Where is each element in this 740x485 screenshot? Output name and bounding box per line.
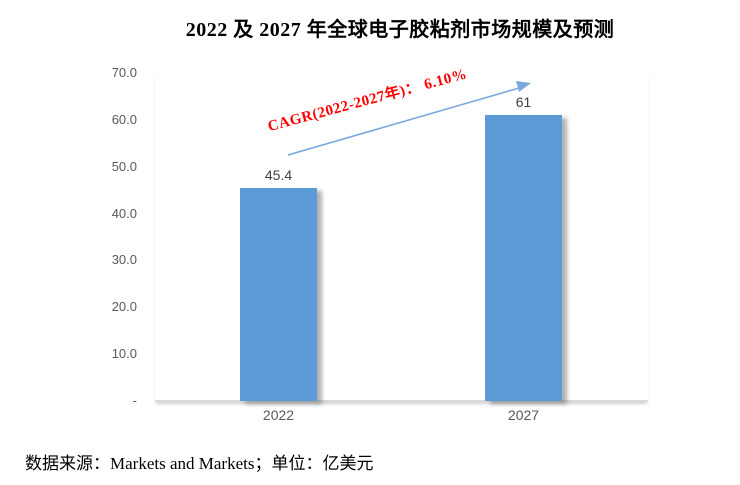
y-tick-0: - xyxy=(132,393,137,408)
bar-2027 xyxy=(485,115,562,401)
x-tick-2022: 2022 xyxy=(262,407,295,423)
y-tick-10: 10.0 xyxy=(111,346,137,361)
plot-area xyxy=(155,73,648,402)
bar-2022 xyxy=(240,188,317,401)
bar-group-2022: 45.4 xyxy=(240,166,317,401)
bar-group-2027: 61 xyxy=(485,93,562,401)
y-tick-30: 30.0 xyxy=(111,252,137,267)
data-source-note: 数据来源：Markets and Markets；单位：亿美元 xyxy=(25,454,374,473)
y-tick-40: 40.0 xyxy=(111,206,137,221)
x-tick-2027: 2027 xyxy=(507,407,540,423)
bar-value-label-2022: 45.4 xyxy=(264,167,293,183)
y-tick-70: 70.0 xyxy=(111,65,137,80)
chart-title: 2022 及 2027 年全球电子胶粘剂市场规模及预测 xyxy=(185,19,615,41)
y-tick-50: 50.0 xyxy=(111,159,137,174)
y-tick-20: 20.0 xyxy=(111,299,137,314)
bar-value-label-2027: 61 xyxy=(515,94,532,110)
y-tick-60: 60.0 xyxy=(111,112,137,127)
